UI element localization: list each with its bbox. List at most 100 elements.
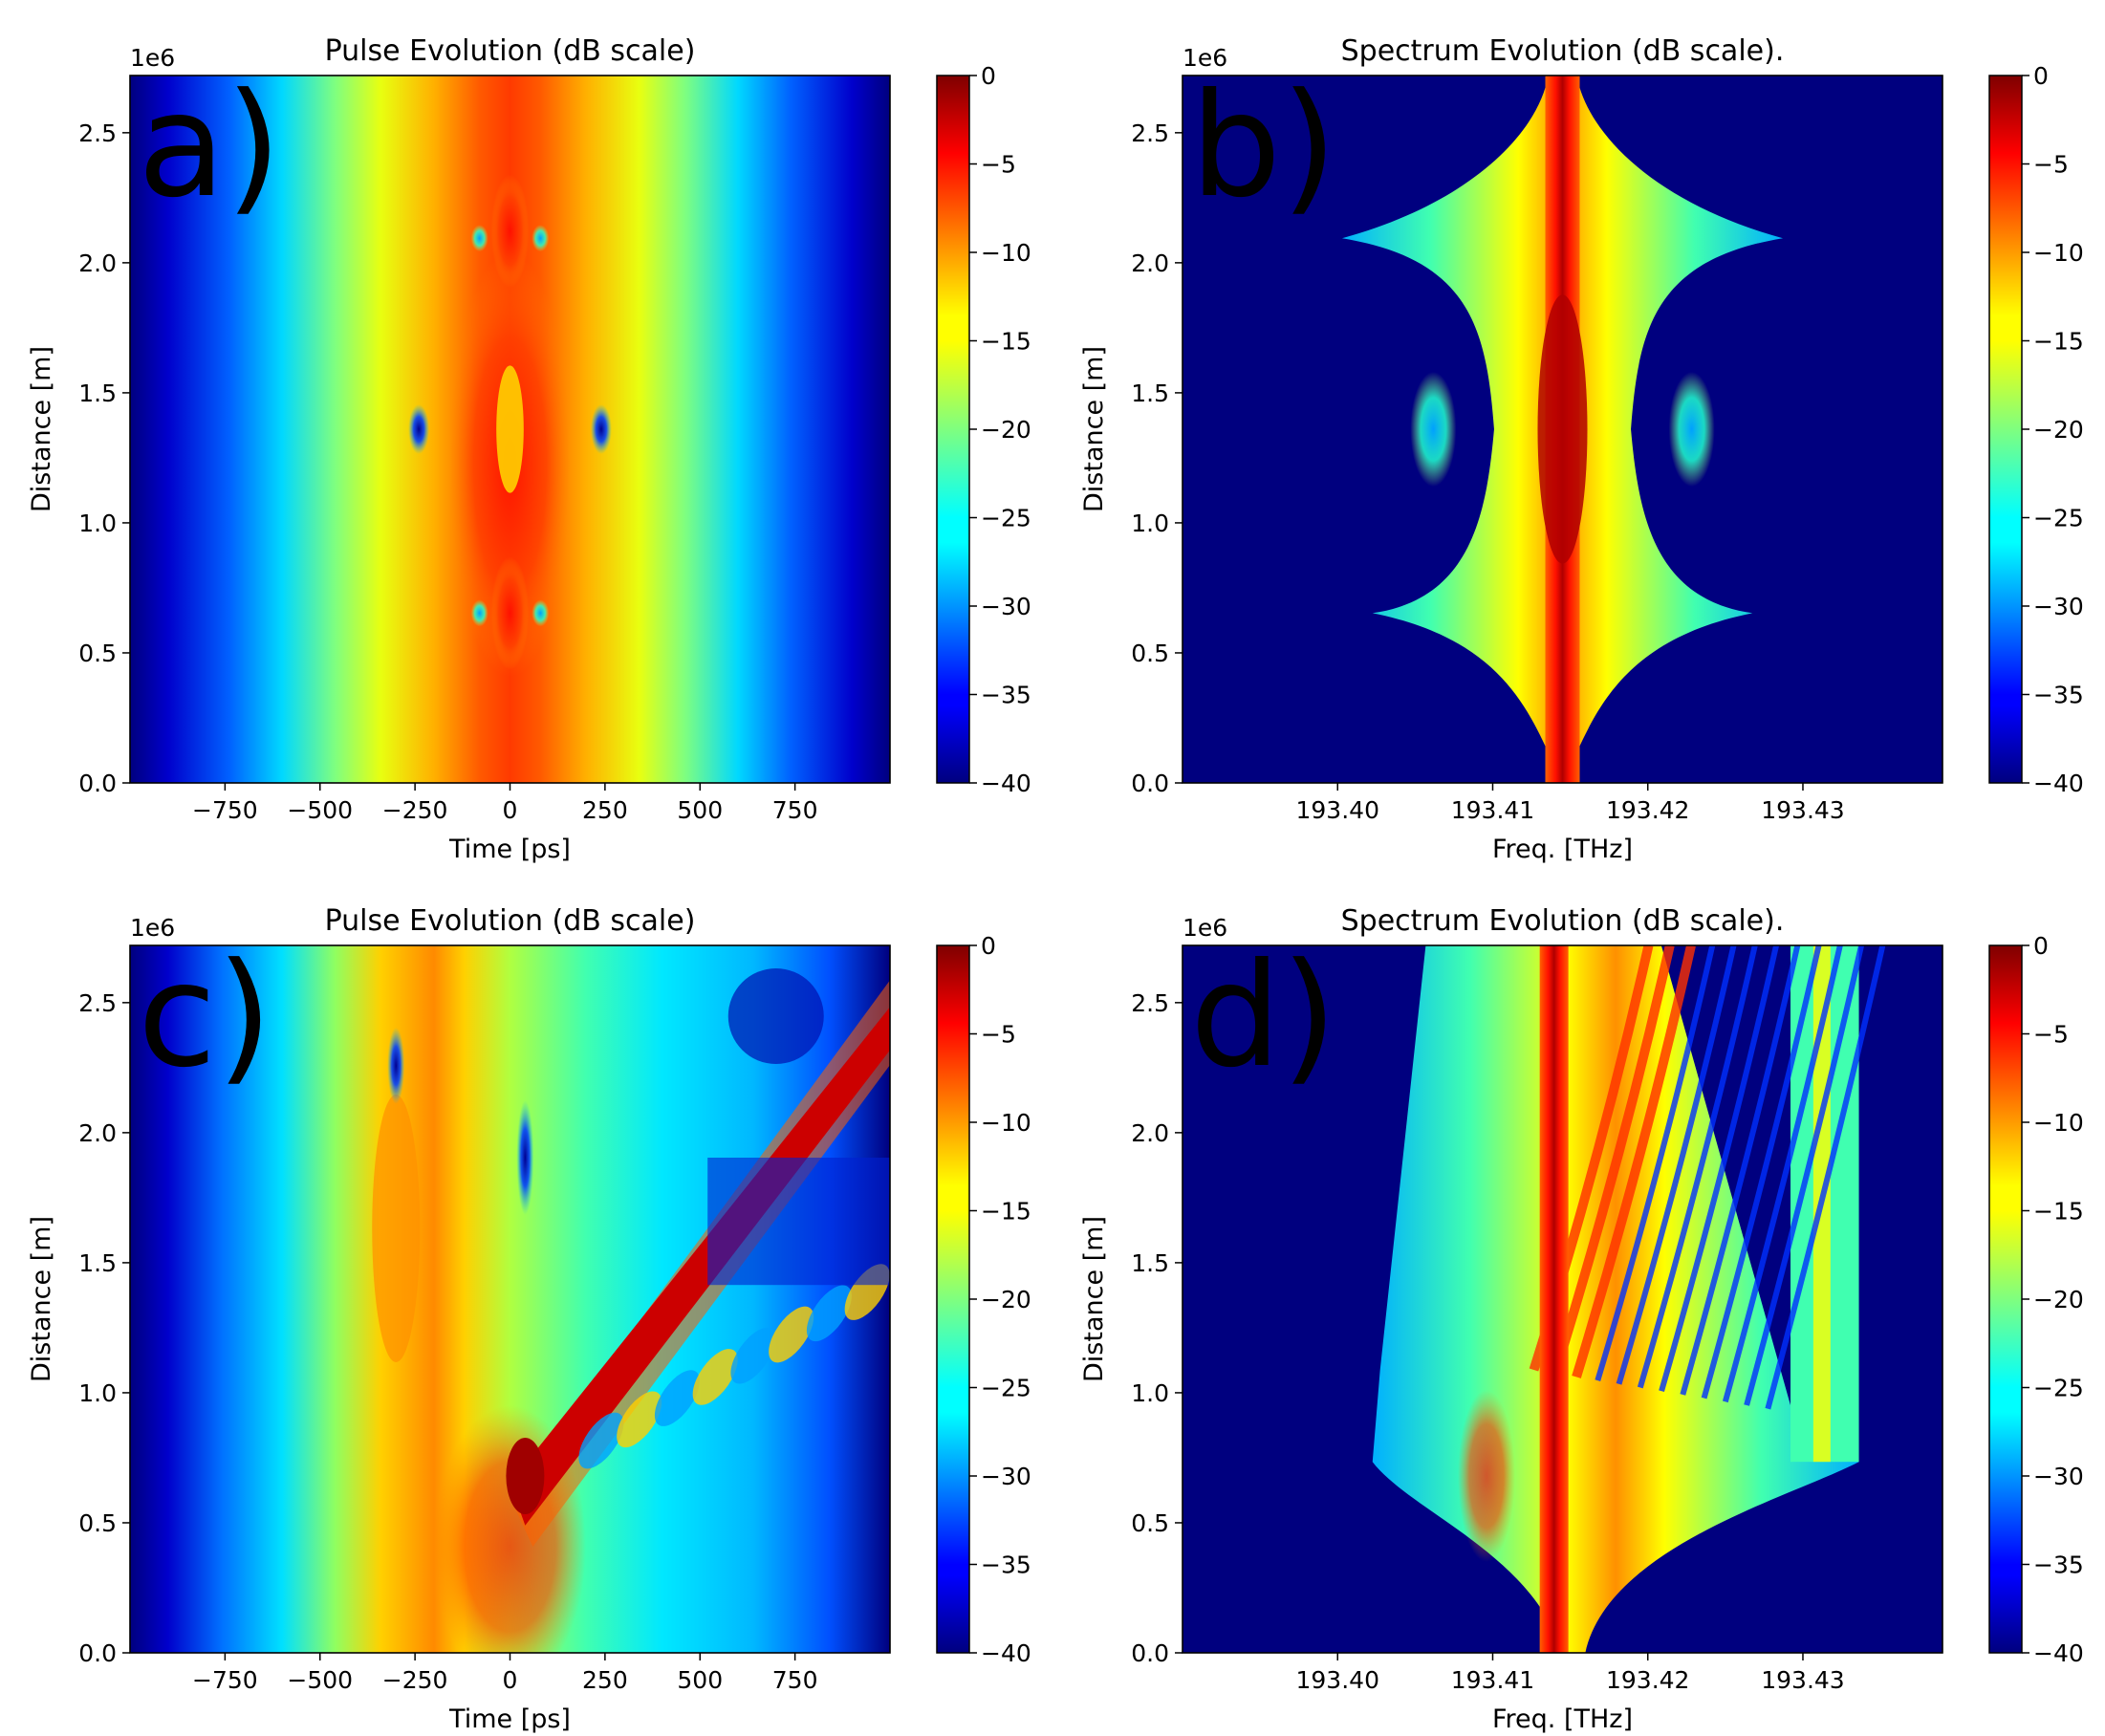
colorbar-tick-label: −5: [981, 151, 1016, 179]
colorbar-tick-label: −30: [981, 593, 1031, 620]
y-tick-label: 2.0: [78, 250, 117, 277]
y-offset-label: 1e6: [130, 914, 175, 942]
y-tick-label: 1.0: [78, 1379, 117, 1407]
x-axis-label: Freq. [THz]: [1492, 835, 1633, 864]
colorbar-tick-label: −30: [981, 1463, 1031, 1490]
colorbar-tick-label: −40: [2033, 770, 2084, 797]
colorbar-tick-label: −20: [2033, 1286, 2084, 1313]
colorbar-tick-label: −20: [981, 1286, 1031, 1313]
panel-a: −750 −500 −250 0 250 500 7500.00.51.01.52.02.5…: [27, 34, 1031, 864]
y-tick-label: 2.5: [78, 119, 117, 147]
colorbar-tick-label: −30: [2033, 593, 2084, 620]
colorbar-gradient: [936, 944, 970, 1654]
colorbar-tick-label: −25: [2033, 505, 2084, 532]
chart-title: Pulse Evolution (dB scale): [325, 34, 696, 68]
x-tick-label: 193.43: [1761, 1666, 1844, 1694]
colorbar-gradient: [936, 75, 970, 784]
colorbar-tick-label: −35: [981, 682, 1031, 709]
colorbar-tick-label: −40: [981, 770, 1031, 797]
colorbar-tick-label: −25: [2033, 1375, 2084, 1402]
colorbar-tick-label: −20: [981, 416, 1031, 444]
y-axis-label: Distance [m]: [27, 346, 56, 512]
colorbar-tick-label: −5: [2033, 1021, 2069, 1049]
panel-label: a): [138, 63, 281, 229]
colorbar-tick-label: −15: [2033, 1198, 2084, 1226]
y-tick-label: 0.0: [1131, 1639, 1169, 1667]
heatmap-field-b: [1183, 76, 1942, 783]
y-tick-label: 2.5: [78, 989, 117, 1017]
x-tick-label: 193.42: [1606, 796, 1689, 824]
y-tick-label: 2.5: [1131, 989, 1169, 1017]
y-tick-label: 1.5: [78, 1249, 117, 1277]
y-tick-label: 1.5: [1131, 1249, 1169, 1277]
plot-frame: [1182, 75, 1943, 784]
x-tick-label: 0: [503, 1666, 518, 1694]
panel-b: 193.40 193.41 193.42 193.43 0.0 0.5 1.0 1.5 2.0 2…: [1079, 34, 2084, 864]
x-tick-label: −750: [192, 796, 258, 824]
colorbar-tick-label: −5: [981, 1021, 1016, 1049]
colorbar-tick-label: −35: [981, 1552, 1031, 1579]
x-tick-label: 193.42: [1606, 1666, 1689, 1694]
x-tick-label: 500: [677, 1666, 723, 1694]
x-tick-label: 250: [582, 796, 628, 824]
y-tick-label: 1.0: [78, 510, 117, 537]
colorbar-tick-label: −35: [2033, 682, 2084, 709]
colorbar-tick-label: −25: [981, 505, 1031, 532]
colorbar-tick-label: −10: [2033, 1109, 2084, 1137]
colorbar-tick-label: −5: [2033, 151, 2069, 179]
y-tick-label: 1.0: [1131, 1379, 1169, 1407]
colorbar: 0 −5 −10 −15 −20 −25 −30 −35 −40: [1988, 62, 2084, 797]
y-axis-label: Distance [m]: [1079, 346, 1109, 512]
colorbar-tick-label: 0: [981, 62, 996, 90]
x-tick-label: 193.40: [1296, 796, 1379, 824]
colorbar: 0 −5 −10 −15 −20 −25 −30 −35 −40: [936, 62, 1031, 797]
x-axis-label: Freq. [THz]: [1492, 1704, 1633, 1734]
x-tick-label: 0: [503, 796, 518, 824]
colorbar-tick-label: −20: [2033, 416, 2084, 444]
y-axis-label: Distance [m]: [27, 1216, 56, 1382]
colorbar-tick-label: −10: [981, 1109, 1031, 1137]
x-tick-label: 193.40: [1296, 1666, 1379, 1694]
colorbar-tick-label: −30: [2033, 1463, 2084, 1490]
colorbar: 0 −5 −10 −15 −20 −25 −30 −35 −40: [936, 932, 1031, 1667]
plot-frame: [1182, 944, 1943, 1654]
y-tick-label: 1.0: [1131, 510, 1169, 537]
colorbar-tick-label: −40: [2033, 1639, 2084, 1667]
colorbar-tick-label: −15: [981, 1198, 1031, 1226]
y-tick-label: 2.0: [1131, 1119, 1169, 1147]
colorbar-tick-label: 0: [2033, 932, 2049, 960]
x-tick-label: −500: [287, 1666, 353, 1694]
colorbar-gradient: [1988, 944, 2023, 1654]
heatmap-field-c: [130, 945, 890, 1653]
panel-label: b): [1190, 63, 1337, 229]
x-tick-label: 193.41: [1451, 1666, 1534, 1694]
x-tick-label: 750: [772, 796, 818, 824]
y-tick-label: 2.0: [1131, 250, 1169, 277]
y-tick-label: 0.5: [78, 1509, 117, 1537]
x-tick-label: −500: [287, 796, 353, 824]
x-tick-label: −750: [192, 1666, 258, 1694]
y-tick-label: 0.5: [78, 640, 117, 667]
chart-title: Pulse Evolution (dB scale): [325, 904, 696, 938]
chart-title: Spectrum Evolution (dB scale).: [1341, 34, 1785, 68]
colorbar-tick-label: 0: [981, 932, 996, 960]
y-tick-label: 1.5: [78, 380, 117, 407]
x-tick-label: 193.43: [1761, 796, 1844, 824]
colorbar-tick-label: 0: [2033, 62, 2049, 90]
colorbar-tick-label: −10: [2033, 239, 2084, 267]
colorbar-tick-label: −25: [981, 1375, 1031, 1402]
y-tick-label: 0.5: [1131, 1509, 1169, 1537]
y-offset-label: 1e6: [1183, 44, 1227, 72]
colorbar-tick-label: −35: [2033, 1552, 2084, 1579]
y-tick-label: 1.5: [1131, 380, 1169, 407]
colorbar-tick-label: −15: [981, 328, 1031, 356]
panel-d: 193.40 193.41 193.42 193.43 0.0 0.5 1.0 1.5 2.0 2…: [1079, 904, 2084, 1734]
x-tick-label: 193.41: [1451, 796, 1534, 824]
colorbar-tick-label: −10: [981, 239, 1031, 267]
panel-label: c): [138, 933, 272, 1099]
x-tick-label: −250: [382, 796, 448, 824]
y-tick-label: 2.0: [78, 1119, 117, 1147]
x-axis-label: Time [ps]: [448, 835, 571, 864]
colorbar-tick-label: −15: [2033, 328, 2084, 356]
